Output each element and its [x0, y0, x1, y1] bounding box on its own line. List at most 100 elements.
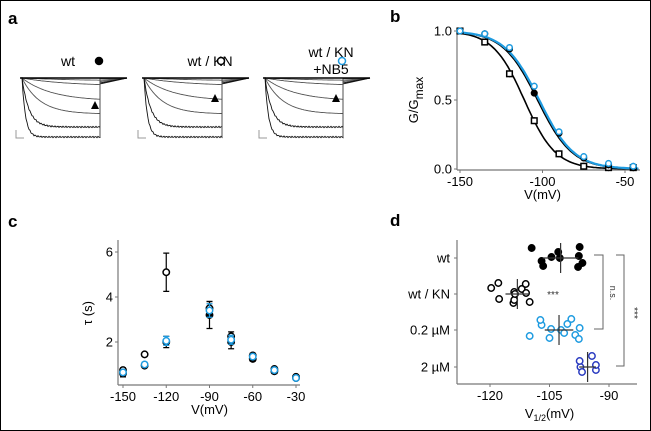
data-point	[563, 320, 572, 328]
data-point	[292, 374, 300, 382]
current-trace	[143, 77, 250, 139]
scale-bar	[15, 130, 24, 139]
category-label: wt / KN	[407, 287, 450, 302]
data-point	[270, 366, 279, 375]
x-tick-label: -60	[243, 389, 262, 404]
bracket-wt-vs-2	[616, 254, 625, 367]
data-point	[525, 332, 534, 340]
data-point	[575, 243, 584, 251]
data-point	[527, 244, 536, 252]
x-axis-label-unit: (mV)	[546, 406, 574, 421]
data-point	[487, 284, 496, 292]
data-point	[248, 352, 257, 361]
data-point	[494, 279, 503, 287]
triangle-marker-icon	[332, 94, 340, 102]
x-tick-label: -150	[447, 174, 473, 189]
category-label: wt	[436, 251, 450, 266]
data-point	[521, 280, 530, 288]
data-point	[554, 248, 563, 256]
data-point	[537, 257, 546, 265]
data-point	[162, 336, 171, 345]
data-point	[140, 350, 149, 359]
data-point	[505, 70, 514, 78]
data-point	[587, 352, 596, 360]
data-point	[536, 316, 545, 324]
data-point	[545, 334, 554, 342]
data-point	[530, 117, 538, 125]
data-point	[555, 128, 563, 136]
x-tick-label: -90	[200, 389, 219, 404]
data-point	[162, 268, 171, 277]
trace-group-title: wt	[60, 53, 75, 69]
data-point	[604, 159, 613, 168]
data-point	[574, 263, 583, 271]
data-point	[580, 162, 588, 170]
y-tick-label: 6	[106, 245, 113, 260]
scale-bar	[137, 130, 146, 139]
panel-label-a: a	[8, 9, 18, 28]
panel-label-d: d	[390, 211, 400, 230]
data-point	[567, 315, 576, 323]
x-tick-label: -30	[287, 389, 306, 404]
y-axis-label: τ (s)	[80, 301, 95, 325]
data-point	[505, 44, 514, 52]
data-point	[522, 289, 531, 297]
data-point	[547, 253, 556, 261]
data-point	[530, 89, 538, 97]
legend-marker-open-circle	[216, 56, 226, 66]
data-point	[227, 335, 236, 344]
x-tick-label: -120	[477, 388, 503, 403]
panel-label-c: c	[8, 212, 17, 231]
triangle-marker-icon	[91, 101, 99, 109]
data-point	[560, 329, 569, 337]
category-label: 2 µM	[421, 360, 450, 375]
trace-group-title: wt / KN	[186, 53, 232, 69]
x-tick-label: -150	[110, 389, 136, 404]
legend-marker-filled-circle	[94, 56, 104, 66]
data-point	[575, 357, 584, 365]
significance-ns: n.s.	[608, 286, 618, 301]
current-trace	[264, 77, 371, 139]
data-point	[481, 38, 489, 46]
data-point	[578, 368, 586, 376]
x-tick-label: -50	[616, 174, 635, 189]
data-point	[580, 153, 588, 161]
data-point	[495, 295, 504, 303]
x-axis-label: V1/2(mV)	[525, 406, 574, 423]
panel-label-b: b	[390, 7, 400, 26]
data-point	[575, 324, 584, 332]
y-axis-label-subscript: max	[412, 77, 426, 100]
data-point	[140, 360, 149, 369]
y-tick-label: 0.0	[434, 162, 452, 177]
y-tick-label: 0.5	[434, 93, 452, 108]
y-tick-label: 1.0	[434, 24, 452, 39]
x-tick-label: -90	[600, 388, 619, 403]
data-point	[547, 325, 556, 333]
scale-bar	[258, 130, 267, 139]
legend-marker-open-circle-blue	[337, 56, 347, 66]
x-tick-label: -100	[529, 174, 555, 189]
data-point	[555, 150, 563, 158]
data-point	[574, 335, 583, 343]
x-axis-label: V(mV)	[524, 187, 561, 202]
x-axis-label: V(mV)	[191, 402, 228, 417]
triangle-marker-icon	[211, 94, 219, 102]
x-tick-label: -120	[153, 389, 179, 404]
x-tick-label: -105	[536, 388, 562, 403]
trace-group-title: +NB5	[313, 61, 349, 77]
current-trace	[21, 77, 128, 139]
y-tick-label: 4	[106, 290, 113, 305]
panel-c-chart: -150 -120 -90 -60 -30 2 4 6 V(mV) τ (s)	[80, 240, 305, 417]
y-tick-label: 2	[106, 335, 113, 350]
category-label: 0.2 µM	[410, 323, 450, 338]
x-axis-label-subscript: 1/2	[533, 413, 546, 423]
data-point	[525, 298, 534, 306]
data-point	[629, 162, 637, 170]
data-point	[481, 30, 489, 38]
significance-wt-kn: ***	[547, 290, 559, 301]
significance-2um: ***	[628, 307, 639, 319]
data-point	[530, 82, 538, 90]
